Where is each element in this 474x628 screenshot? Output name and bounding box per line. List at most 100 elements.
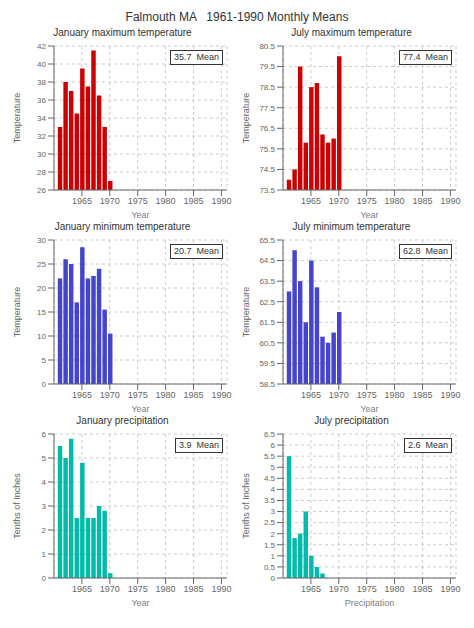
svg-text:4.5: 4.5: [264, 474, 276, 483]
svg-text:1980: 1980: [156, 390, 176, 400]
svg-text:6.5: 6.5: [264, 430, 276, 439]
svg-text:Year: Year: [360, 404, 378, 414]
svg-text:1: 1: [42, 550, 47, 559]
svg-text:1990: 1990: [211, 390, 231, 400]
svg-text:2.5: 2.5: [264, 518, 276, 527]
svg-text:36: 36: [37, 96, 46, 105]
svg-text:65.5: 65.5: [259, 236, 275, 245]
svg-text:Temperature: Temperature: [241, 287, 251, 338]
svg-text:76.5: 76.5: [259, 124, 275, 133]
svg-text:28: 28: [37, 168, 46, 177]
svg-text:26: 26: [37, 186, 46, 195]
svg-text:1975: 1975: [357, 196, 377, 206]
svg-text:1975: 1975: [128, 196, 148, 206]
svg-text:5.5: 5.5: [264, 452, 276, 461]
svg-text:30: 30: [37, 150, 46, 159]
svg-text:3: 3: [42, 502, 47, 511]
svg-text:Tenths of Inches: Tenths of Inches: [12, 473, 22, 539]
svg-text:1990: 1990: [211, 584, 231, 594]
svg-text:1975: 1975: [357, 390, 377, 400]
svg-text:1980: 1980: [385, 584, 405, 594]
svg-text:1990: 1990: [211, 196, 231, 206]
svg-text:80.5: 80.5: [259, 42, 275, 51]
svg-text:0.5: 0.5: [264, 563, 276, 572]
svg-text:Temperature: Temperature: [12, 287, 22, 338]
svg-text:34: 34: [37, 114, 46, 123]
svg-text:Year: Year: [131, 210, 149, 220]
svg-text:2: 2: [42, 526, 47, 535]
svg-text:1985: 1985: [413, 390, 433, 400]
svg-text:1970: 1970: [329, 196, 349, 206]
svg-text:5: 5: [271, 463, 276, 472]
svg-text:1985: 1985: [413, 584, 433, 594]
svg-text:1975: 1975: [128, 584, 148, 594]
svg-text:6: 6: [42, 430, 47, 439]
svg-text:74.5: 74.5: [259, 165, 275, 174]
svg-text:5: 5: [42, 356, 47, 365]
svg-text:3.5: 3.5: [264, 496, 276, 505]
svg-text:15: 15: [37, 308, 46, 317]
svg-text:61.5: 61.5: [259, 318, 275, 327]
svg-text:32: 32: [37, 132, 46, 141]
svg-text:10: 10: [37, 332, 46, 341]
svg-text:6: 6: [271, 441, 276, 450]
svg-text:1980: 1980: [385, 390, 405, 400]
svg-text:1965: 1965: [72, 584, 92, 594]
svg-text:60.5: 60.5: [259, 339, 275, 348]
svg-text:1980: 1980: [156, 196, 176, 206]
svg-text:0: 0: [42, 380, 47, 389]
svg-text:30: 30: [37, 236, 46, 245]
svg-text:1985: 1985: [184, 390, 204, 400]
svg-text:1965: 1965: [301, 390, 321, 400]
svg-text:Temperature: Temperature: [12, 93, 22, 144]
svg-text:63.5: 63.5: [259, 277, 275, 286]
svg-text:73.5: 73.5: [259, 186, 275, 195]
svg-text:3: 3: [271, 507, 276, 516]
svg-text:38: 38: [37, 78, 46, 87]
svg-text:1970: 1970: [100, 390, 120, 400]
svg-text:4: 4: [271, 485, 276, 494]
svg-text:Temperature: Temperature: [241, 93, 251, 144]
svg-text:1965: 1965: [301, 196, 321, 206]
svg-text:1970: 1970: [329, 390, 349, 400]
svg-text:77.5: 77.5: [259, 104, 275, 113]
svg-text:79.5: 79.5: [259, 62, 275, 71]
svg-text:1975: 1975: [357, 584, 377, 594]
svg-text:59.5: 59.5: [259, 359, 275, 368]
svg-text:1990: 1990: [440, 196, 460, 206]
svg-text:0: 0: [271, 574, 276, 583]
svg-text:Tenths of Inches: Tenths of Inches: [241, 473, 251, 539]
svg-text:1985: 1985: [184, 196, 204, 206]
svg-text:75.5: 75.5: [259, 145, 275, 154]
svg-text:1965: 1965: [72, 196, 92, 206]
svg-text:5: 5: [42, 454, 47, 463]
svg-text:Year: Year: [131, 404, 149, 414]
svg-text:25: 25: [37, 260, 46, 269]
svg-text:78.5: 78.5: [259, 83, 275, 92]
svg-text:1965: 1965: [301, 584, 321, 594]
svg-text:1970: 1970: [100, 584, 120, 594]
svg-text:1965: 1965: [72, 390, 92, 400]
svg-text:Year: Year: [131, 598, 149, 608]
svg-text:1990: 1990: [440, 390, 460, 400]
svg-text:1985: 1985: [184, 584, 204, 594]
svg-text:4: 4: [42, 478, 47, 487]
svg-text:1.5: 1.5: [264, 541, 276, 550]
svg-text:64.5: 64.5: [259, 256, 275, 265]
svg-text:1990: 1990: [440, 584, 460, 594]
svg-text:42: 42: [37, 42, 46, 51]
svg-text:1970: 1970: [329, 584, 349, 594]
svg-text:1975: 1975: [128, 390, 148, 400]
svg-text:40: 40: [37, 60, 46, 69]
svg-text:Year: Year: [360, 210, 378, 220]
svg-text:1: 1: [271, 552, 276, 561]
svg-text:62.5: 62.5: [259, 298, 275, 307]
svg-text:1970: 1970: [100, 196, 120, 206]
svg-text:20: 20: [37, 284, 46, 293]
svg-text:Precipitation: Precipitation: [345, 598, 395, 608]
svg-text:0: 0: [42, 574, 47, 583]
svg-text:2: 2: [271, 530, 276, 539]
svg-text:1980: 1980: [385, 196, 405, 206]
svg-text:58.5: 58.5: [259, 380, 275, 389]
svg-text:1985: 1985: [413, 196, 433, 206]
